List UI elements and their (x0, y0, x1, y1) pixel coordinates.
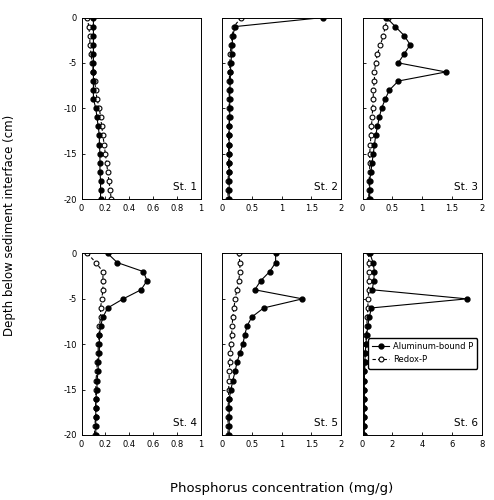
Text: Depth below sediment interface (cm): Depth below sediment interface (cm) (3, 114, 16, 336)
Text: St. 5: St. 5 (314, 418, 337, 428)
Text: St. 2: St. 2 (314, 182, 337, 192)
Text: Phosphorus concentration (mg/g): Phosphorus concentration (mg/g) (170, 482, 393, 495)
Text: St. 4: St. 4 (173, 418, 197, 428)
Text: St. 1: St. 1 (173, 182, 197, 192)
Text: St. 6: St. 6 (454, 418, 478, 428)
Text: St. 3: St. 3 (454, 182, 478, 192)
Legend: Aluminum-bound P, Redox-P: Aluminum-bound P, Redox-P (368, 338, 478, 368)
